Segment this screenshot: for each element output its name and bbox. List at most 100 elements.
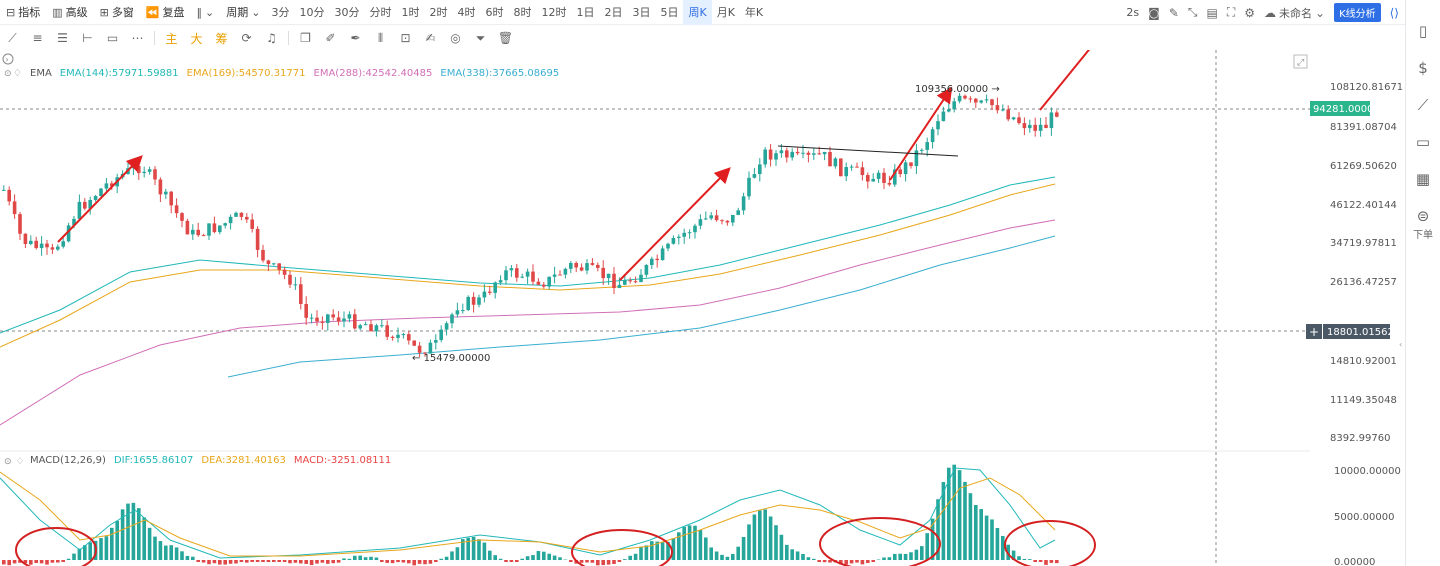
- edit-tool[interactable]: ✍: [425, 31, 436, 45]
- period-tab[interactable]: 3日: [632, 6, 651, 19]
- period-tab[interactable]: 4时: [457, 6, 476, 19]
- candle-body: [250, 219, 254, 229]
- multi-window-button[interactable]: ⊞ 多窗: [94, 0, 140, 25]
- chart-canvas[interactable]: › ⊙ ♢ EMA EMA(144):57971.59881 EMA(169):54…: [0, 50, 1405, 566]
- trash-icon[interactable]: 🗑: [497, 31, 514, 45]
- candle-body: [164, 191, 168, 195]
- price-tick-label: 26136.47257: [1330, 277, 1397, 288]
- period-tab[interactable]: 分时: [369, 6, 392, 19]
- candle-body: [417, 345, 422, 353]
- layout-icon[interactable]: ▤: [1206, 5, 1218, 20]
- expand-pane-button[interactable]: ⤢: [1293, 54, 1308, 69]
- arrow-drawing[interactable]: [889, 86, 953, 181]
- gear-icon[interactable]: ⚙: [1244, 5, 1255, 20]
- candle-body: [930, 129, 935, 143]
- interval-label[interactable]: 2s: [1126, 6, 1140, 19]
- period-tab[interactable]: 3分: [271, 6, 290, 19]
- camera-icon[interactable]: ◙: [1148, 5, 1160, 20]
- period-tab[interactable]: 1时: [401, 6, 420, 19]
- collapse-toolbar-button[interactable]: ›: [2, 53, 14, 65]
- macd-legend-toggle[interactable]: ⊙: [4, 457, 12, 467]
- user-drawings[interactable]: [15, 50, 1105, 566]
- period-tab[interactable]: 5日: [660, 6, 679, 19]
- candle-body: [56, 246, 60, 250]
- rectangle-tool[interactable]: ▭: [106, 31, 119, 45]
- macd-bar: [363, 557, 368, 560]
- fib-tool[interactable]: ≡: [32, 31, 43, 45]
- period-tab[interactable]: 2时: [429, 6, 448, 19]
- trend-line-tool[interactable]: ⟋: [8, 30, 17, 45]
- period-tab[interactable]: 12时: [541, 6, 567, 19]
- arrow-drawing[interactable]: [57, 155, 143, 243]
- ellipse-drawing[interactable]: [819, 517, 941, 566]
- ema-legend-toggle[interactable]: ⊙: [4, 69, 12, 79]
- eye-icon[interactable]: ◎: [450, 31, 461, 45]
- chip-tool[interactable]: 筹: [215, 31, 228, 46]
- period-tab[interactable]: 10分: [299, 6, 325, 19]
- ellipse-drawing[interactable]: [15, 527, 97, 566]
- period-dropdown[interactable]: 周期 ⌄: [220, 0, 266, 25]
- period-tab[interactable]: 年K: [744, 6, 764, 19]
- candle-body: [963, 95, 967, 99]
- macd-bar: [822, 560, 827, 563]
- period-tab[interactable]: 6时: [485, 6, 504, 19]
- macd-bar: [828, 560, 832, 563]
- trend-chart-icon[interactable]: ⟋: [1417, 96, 1429, 114]
- macd-axis[interactable]: 10000.00000 5000.00000 0.00000: [1334, 466, 1401, 566]
- period-tab[interactable]: 8时: [513, 6, 532, 19]
- rotate-tool[interactable]: ⟳: [241, 31, 252, 45]
- monitor-icon[interactable]: ▭: [1415, 133, 1431, 151]
- period-tab[interactable]: 月K: [716, 6, 735, 19]
- ruler-tool[interactable]: ✐: [325, 31, 336, 45]
- macd-bar: [936, 499, 940, 560]
- candle-body: [515, 268, 519, 278]
- fullscreen-exit-icon[interactable]: ⤡: [1187, 5, 1198, 19]
- lock-icon[interactable]: ⊡: [400, 31, 411, 45]
- ellipse-drawing[interactable]: [571, 529, 673, 566]
- chart-type-dropdown[interactable]: ‖ ⌄: [191, 0, 221, 25]
- money-icon[interactable]: $: [1418, 59, 1428, 77]
- candle-body: [525, 271, 530, 277]
- candle-body: [45, 243, 49, 248]
- collapse-sidebar-icon[interactable]: ‹: [1399, 340, 1403, 349]
- big-order-tool[interactable]: 大: [190, 31, 203, 46]
- document-icon[interactable]: ▯: [1418, 22, 1428, 40]
- more-tools-button[interactable]: ⋯: [131, 31, 144, 45]
- filter-icon[interactable]: ⏷: [475, 30, 486, 45]
- period-tab[interactable]: 2日: [604, 6, 623, 19]
- macd-bar: [525, 556, 530, 560]
- layout-selector[interactable]: ☁ 未命名 ⌄: [1264, 5, 1325, 21]
- macd-bar: [1033, 560, 1037, 562]
- arrow-drawing[interactable]: [619, 167, 731, 281]
- candle-body: [844, 167, 848, 177]
- macd-bar: [477, 539, 481, 560]
- replay-button[interactable]: ⏪ 复盘: [140, 0, 191, 25]
- trend-line-drawing[interactable]: [777, 145, 959, 157]
- channel-tool[interactable]: ☰: [57, 31, 68, 45]
- analysis-button[interactable]: K线分析: [1334, 3, 1381, 22]
- bell-icon[interactable]: ♫: [266, 31, 277, 45]
- period-tab[interactable]: 周K: [683, 0, 712, 25]
- macd-bar: [444, 556, 449, 560]
- order-button[interactable]: ⊜ 下单: [1413, 209, 1433, 242]
- magnet-tool[interactable]: ⫴: [377, 30, 384, 45]
- brush-tool[interactable]: ✒: [350, 31, 361, 45]
- candle-body: [893, 169, 897, 185]
- period-tab[interactable]: 1日: [576, 6, 595, 19]
- arrow-drawing[interactable]: [1039, 50, 1105, 111]
- candle-body: [12, 201, 17, 215]
- share-icon[interactable]: ⟨⟩: [1389, 5, 1399, 20]
- calendar-icon[interactable]: ▦: [1415, 170, 1431, 188]
- ellipse-drawing[interactable]: [1004, 520, 1096, 566]
- candle-body: [758, 164, 762, 175]
- expand-icon[interactable]: ⛶: [1226, 5, 1236, 19]
- horizontal-line-tool[interactable]: ⊢: [82, 31, 93, 45]
- period-tab[interactable]: 30分: [334, 6, 360, 19]
- indicators-button[interactable]: ⊟ 指标: [0, 0, 46, 25]
- copy-tool[interactable]: ❐: [300, 31, 311, 45]
- pencil-icon[interactable]: ✎: [1168, 5, 1179, 20]
- main-force-tool[interactable]: 主: [165, 31, 178, 46]
- advanced-button[interactable]: ▥ 高级: [46, 0, 93, 25]
- price-axis[interactable]: 108120.81671 81391.08704 61269.50620 46122.…: [1330, 82, 1403, 444]
- candle-body: [633, 281, 638, 283]
